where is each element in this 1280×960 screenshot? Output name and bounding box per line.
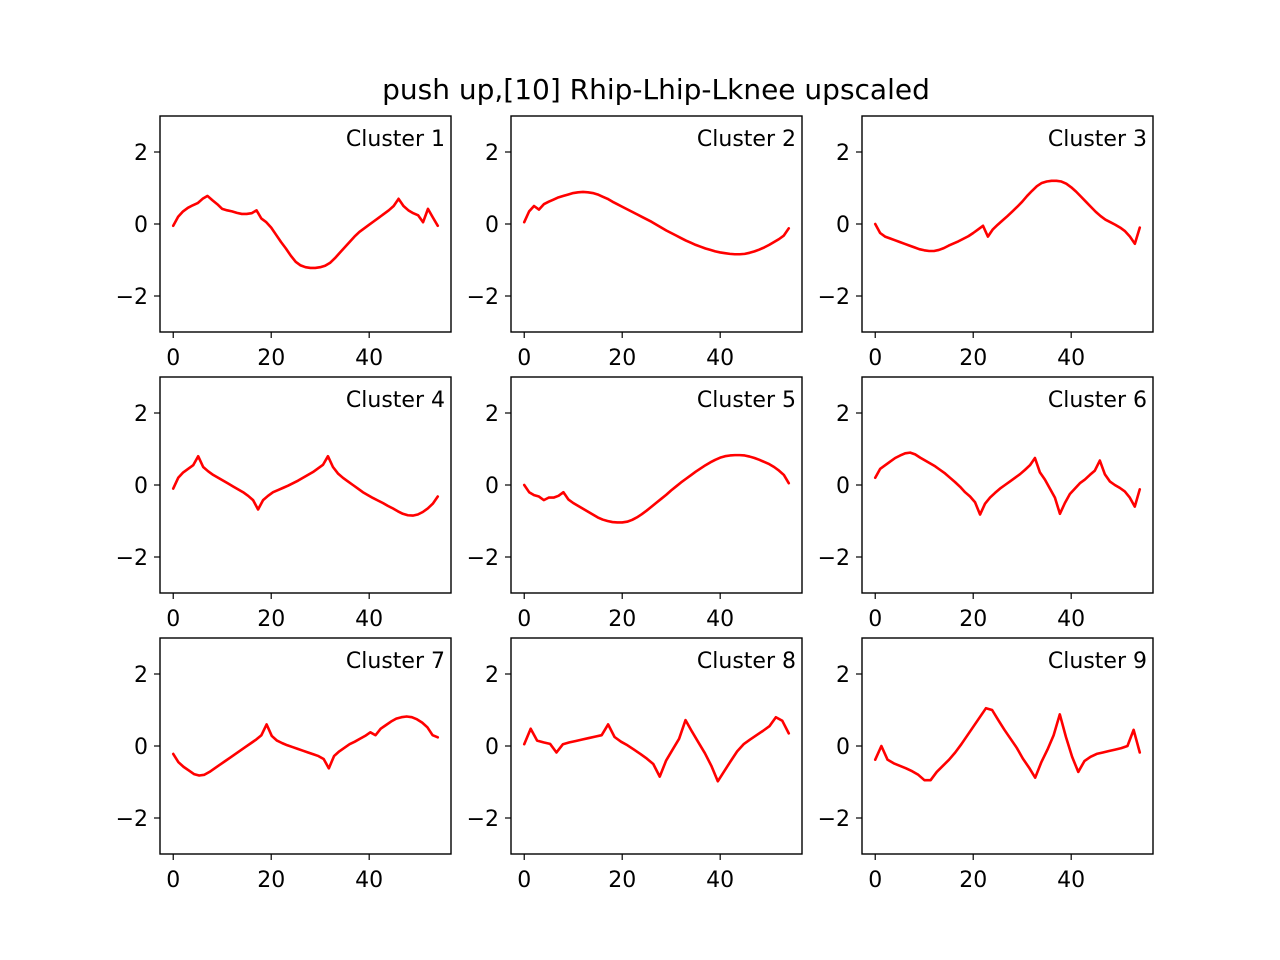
- y-tick-label: −2: [818, 285, 850, 310]
- y-tick-label: 0: [836, 474, 850, 499]
- y-tick-label: 2: [134, 402, 148, 427]
- x-tick-label: 20: [257, 607, 285, 632]
- subplot-5: 0 20 40 −2 0 2 Cluster 5: [467, 376, 803, 632]
- x-tick-label: 40: [355, 607, 383, 632]
- x-tick-label: 40: [1057, 868, 1085, 893]
- y-tick-label: 0: [134, 474, 148, 499]
- cluster-label: Cluster 1: [346, 127, 445, 152]
- y-tick-label: −2: [467, 285, 499, 310]
- y-tick-label: 0: [134, 735, 148, 760]
- x-tick-label: 20: [959, 607, 987, 632]
- y-tick-label: −2: [818, 807, 850, 832]
- y-tick-label: 2: [485, 663, 499, 688]
- y-tick-label: 0: [836, 735, 850, 760]
- series-line: [522, 453, 791, 524]
- series-line: [873, 706, 1142, 782]
- subplot-8: 0 20 40 −2 0 2 Cluster 8: [467, 637, 803, 893]
- x-tick-label: 20: [608, 346, 636, 371]
- x-tick-label: 40: [706, 868, 734, 893]
- x-tick-label: 0: [166, 346, 180, 371]
- series-line: [873, 451, 1142, 516]
- y-tick-label: 2: [485, 402, 499, 427]
- y-tick-label: 0: [134, 213, 148, 238]
- x-tick-label: 40: [706, 346, 734, 371]
- x-tick-label: 20: [257, 346, 285, 371]
- x-tick-label: 0: [868, 607, 882, 632]
- y-tick-label: 0: [485, 213, 499, 238]
- x-tick-label: 40: [1057, 346, 1085, 371]
- subplot-7: 0 20 40 −2 0 2 Cluster 7: [116, 637, 452, 893]
- cluster-label: Cluster 2: [697, 127, 796, 152]
- y-tick-label: −2: [467, 546, 499, 571]
- y-tick-label: 2: [134, 663, 148, 688]
- subplot-3: 0 20 40 −2 0 2 Cluster 3: [818, 115, 1154, 371]
- series-line: [171, 715, 440, 777]
- series-line: [522, 190, 791, 256]
- x-tick-label: 20: [959, 346, 987, 371]
- x-tick-label: 0: [517, 346, 531, 371]
- cluster-label: Cluster 3: [1048, 127, 1147, 152]
- y-tick-label: 2: [134, 141, 148, 166]
- x-tick-label: 0: [517, 868, 531, 893]
- series-line: [171, 454, 440, 517]
- x-tick-label: 0: [517, 607, 531, 632]
- x-tick-label: 20: [959, 868, 987, 893]
- y-tick-label: −2: [818, 546, 850, 571]
- y-tick-label: 2: [836, 402, 850, 427]
- cluster-label: Cluster 7: [346, 649, 445, 674]
- cluster-label: Cluster 6: [1048, 388, 1147, 413]
- cluster-label: Cluster 8: [697, 649, 796, 674]
- x-tick-label: 20: [608, 868, 636, 893]
- series-line: [171, 194, 440, 270]
- y-tick-label: 2: [836, 141, 850, 166]
- y-tick-label: −2: [116, 546, 148, 571]
- series-line: [873, 179, 1142, 253]
- subplot-4: 0 20 40 −2 0 2 Cluster 4: [116, 376, 452, 632]
- x-tick-label: 40: [1057, 607, 1085, 632]
- x-tick-label: 0: [166, 868, 180, 893]
- x-tick-label: 40: [355, 346, 383, 371]
- figure-title: push up,[10] Rhip-Lhip-Lknee upscaled: [382, 73, 930, 106]
- y-tick-label: 0: [485, 474, 499, 499]
- y-tick-label: 0: [836, 213, 850, 238]
- x-tick-label: 20: [608, 607, 636, 632]
- x-tick-label: 0: [868, 346, 882, 371]
- cluster-label: Cluster 4: [346, 388, 445, 413]
- subplot-1: 0 20 40 −2 0 2 Cluster 1: [116, 115, 452, 371]
- x-tick-label: 0: [166, 607, 180, 632]
- cluster-label: Cluster 9: [1048, 649, 1147, 674]
- y-tick-label: −2: [467, 807, 499, 832]
- series-line: [522, 715, 791, 783]
- subplot-2: 0 20 40 −2 0 2 Cluster 2: [467, 115, 803, 371]
- y-tick-label: −2: [116, 807, 148, 832]
- y-tick-label: 0: [485, 735, 499, 760]
- y-tick-label: 2: [485, 141, 499, 166]
- subplot-9: 0 20 40 −2 0 2 Cluster 9: [818, 637, 1154, 893]
- x-tick-label: 0: [868, 868, 882, 893]
- x-tick-label: 40: [706, 607, 734, 632]
- y-tick-label: −2: [116, 285, 148, 310]
- x-tick-label: 40: [355, 868, 383, 893]
- subplot-6: 0 20 40 −2 0 2 Cluster 6: [818, 376, 1154, 632]
- cluster-label: Cluster 5: [697, 388, 796, 413]
- y-tick-label: 2: [836, 663, 850, 688]
- x-tick-label: 20: [257, 868, 285, 893]
